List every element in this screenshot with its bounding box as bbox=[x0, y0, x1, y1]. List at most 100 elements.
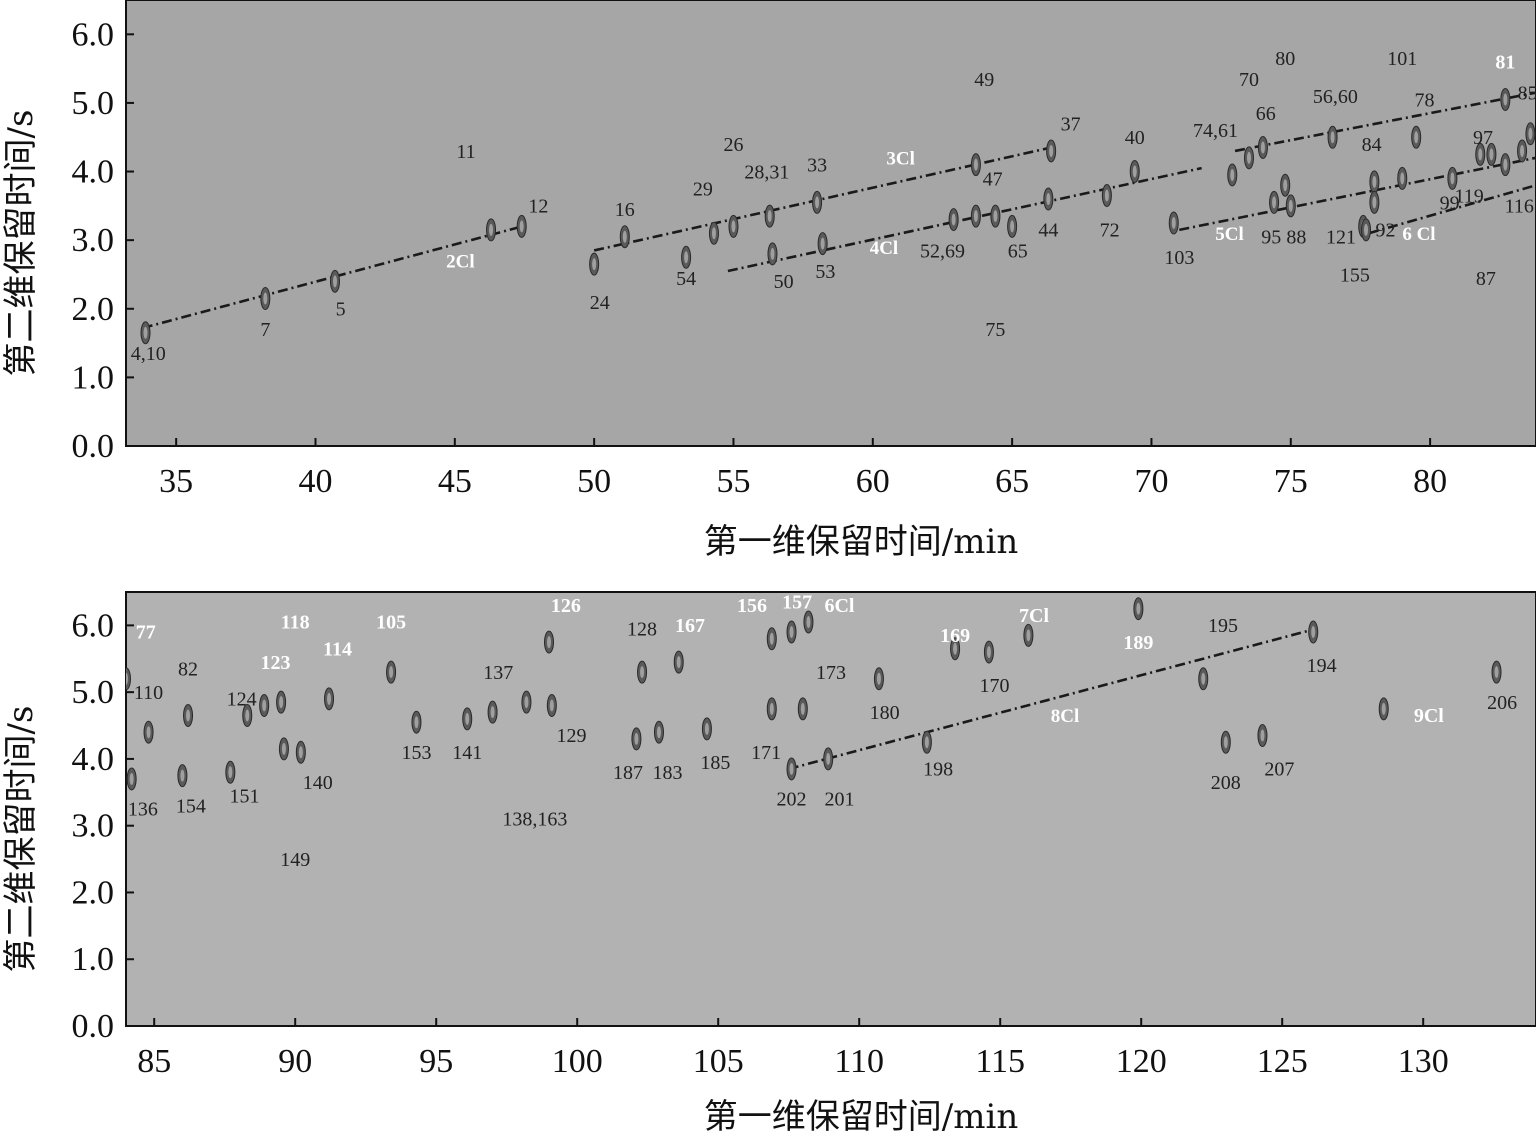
peak-label: 183 bbox=[652, 762, 682, 784]
peak-highlight bbox=[973, 210, 978, 223]
y-tick-label: 3.0 bbox=[72, 222, 115, 259]
peak-label: 170 bbox=[980, 675, 1010, 697]
peak-label: 74,61 bbox=[1193, 120, 1238, 142]
peak-highlight bbox=[1230, 168, 1235, 181]
peak-label: 123 bbox=[260, 652, 290, 674]
peak-label: 95 bbox=[1261, 227, 1281, 249]
peak-label: 26 bbox=[723, 134, 743, 156]
peak-highlight bbox=[1528, 127, 1533, 140]
x-tick-label: 45 bbox=[438, 463, 472, 500]
peak-highlight bbox=[143, 326, 148, 339]
peak-label: 6Cl bbox=[824, 595, 854, 617]
peak-highlight bbox=[640, 666, 645, 679]
peak-highlight bbox=[1260, 729, 1265, 742]
peak-highlight bbox=[1132, 165, 1137, 178]
peak-label: 156 bbox=[737, 595, 767, 617]
peak-highlight bbox=[1330, 131, 1335, 144]
x-tick-label: 90 bbox=[278, 1043, 312, 1080]
peak-highlight bbox=[332, 275, 337, 288]
peak-highlight bbox=[622, 230, 627, 243]
series-label: 4Cl bbox=[870, 238, 899, 259]
peak-label: 110 bbox=[134, 682, 163, 704]
peak-label: 66 bbox=[1256, 103, 1276, 125]
peak-label: 167 bbox=[675, 615, 705, 637]
y-tick-label: 2.0 bbox=[72, 874, 115, 911]
peak-label: 189 bbox=[1123, 632, 1153, 654]
y-tick-label: 4.0 bbox=[72, 741, 115, 778]
peak-highlight bbox=[704, 722, 709, 735]
peak-highlight bbox=[1136, 602, 1141, 615]
x-tick-label: 115 bbox=[975, 1043, 1025, 1080]
y-tick-label: 6.0 bbox=[72, 16, 115, 53]
peak-highlight bbox=[1381, 702, 1386, 715]
peak-label: 40 bbox=[1125, 127, 1145, 149]
chlorine-series-line bbox=[727, 166, 1202, 273]
peak-highlight bbox=[1400, 172, 1405, 185]
peak-highlight bbox=[634, 732, 639, 745]
peak-label: 54 bbox=[676, 268, 696, 290]
x-tick-label: 105 bbox=[693, 1043, 744, 1080]
x-axis-title: 第一维保留时间/min bbox=[704, 1097, 1018, 1137]
peak-label: 97 bbox=[1473, 127, 1493, 149]
peak-highlight bbox=[986, 646, 991, 659]
peak-label: 151 bbox=[229, 785, 259, 807]
peak-highlight bbox=[1104, 189, 1109, 202]
peak-highlight bbox=[953, 642, 958, 655]
peak-label: 149 bbox=[280, 849, 310, 871]
series-label: 3Cl bbox=[886, 149, 915, 170]
peak-highlight bbox=[414, 716, 419, 729]
peak-highlight bbox=[1201, 672, 1206, 685]
peak-highlight bbox=[465, 712, 470, 725]
peak-label: 53 bbox=[815, 261, 835, 283]
peak-label: 114 bbox=[323, 638, 352, 660]
peak-label: 50 bbox=[774, 271, 794, 293]
peak-label: 198 bbox=[923, 759, 953, 781]
x-tick-label: 65 bbox=[995, 463, 1029, 500]
peak-label: 9Cl bbox=[1414, 705, 1444, 727]
peak-label: 24 bbox=[590, 292, 610, 314]
chlorine-series-line bbox=[1179, 156, 1536, 232]
lower-chromatogram-panel: 0.0 1.0 2.0 3.0 4.0 5.0 6.0 85 90 95 100 105 110 115 1… bbox=[1, 591, 1536, 1137]
peak-highlight bbox=[656, 726, 661, 739]
peak-label: 65 bbox=[1008, 240, 1028, 262]
peak-label: 81 bbox=[1495, 52, 1515, 74]
peak-label: 153 bbox=[401, 742, 431, 764]
x-tick-label: 100 bbox=[552, 1043, 603, 1080]
peak-label: 137 bbox=[483, 662, 513, 684]
peak-label: 52,69 bbox=[920, 240, 965, 262]
y-tick-label: 6.0 bbox=[72, 607, 115, 644]
peak-highlight bbox=[547, 636, 551, 649]
peak-highlight bbox=[767, 210, 772, 223]
peak-label: 87 bbox=[1476, 268, 1496, 290]
peak-label: 16 bbox=[615, 199, 635, 221]
peak-highlight bbox=[1026, 629, 1031, 642]
peak-highlight bbox=[549, 699, 554, 712]
peak-highlight bbox=[1171, 217, 1176, 229]
peak-label: 28,31 bbox=[744, 161, 789, 183]
peak-highlight bbox=[973, 158, 978, 171]
peak-label: 124 bbox=[227, 689, 257, 711]
peak-highlight bbox=[327, 692, 332, 705]
x-tick-label: 120 bbox=[1116, 1043, 1167, 1080]
peak-highlight bbox=[524, 696, 529, 709]
peak-highlight bbox=[1246, 151, 1251, 164]
peak-highlight bbox=[263, 292, 268, 305]
x-tick-label: 130 bbox=[1398, 1043, 1449, 1080]
plot-frame bbox=[125, 0, 1536, 447]
series-label: 5Cl bbox=[1215, 224, 1244, 245]
peak-highlight bbox=[1010, 220, 1015, 233]
x-tick-label: 70 bbox=[1134, 463, 1168, 500]
peak-highlight bbox=[1046, 192, 1051, 205]
y-tick-label: 1.0 bbox=[72, 941, 115, 978]
peak-label: 78 bbox=[1415, 89, 1435, 111]
peak-highlight bbox=[126, 672, 128, 685]
peak-label: 187 bbox=[613, 762, 643, 784]
peak-label: 101 bbox=[1387, 48, 1417, 70]
y-tick-label: 5.0 bbox=[72, 674, 115, 711]
peak-label: 75 bbox=[985, 319, 1005, 341]
peak-label: 105 bbox=[376, 612, 406, 634]
peak-highlight bbox=[1414, 131, 1419, 144]
plot-area bbox=[126, 0, 1536, 446]
y-tick-label: 5.0 bbox=[72, 85, 115, 122]
